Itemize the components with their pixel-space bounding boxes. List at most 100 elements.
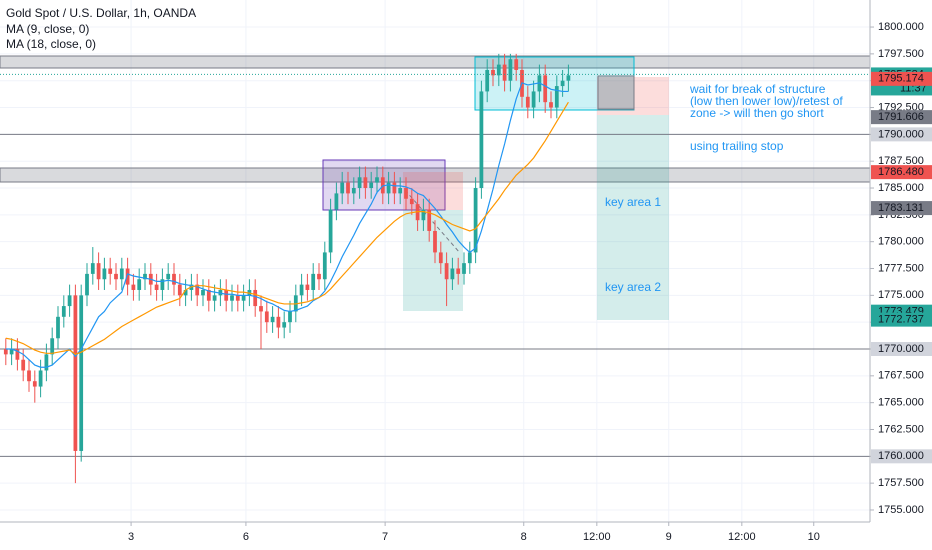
candle-body <box>485 69 490 92</box>
candle-body <box>404 188 408 199</box>
candle-body <box>334 193 339 210</box>
annotation: wait for break of structure <box>689 82 826 96</box>
candle-body <box>322 252 327 280</box>
target-zone <box>403 210 463 311</box>
candle-body <box>125 268 130 285</box>
candle-body <box>38 370 43 387</box>
candle-body <box>61 306 66 317</box>
price-tag-label: 1790.000 <box>878 128 924 140</box>
y-tick-label: 1755.000 <box>878 504 924 516</box>
x-tick-label: 8 <box>521 531 527 543</box>
candle-body <box>235 295 240 301</box>
price-tag <box>871 71 932 86</box>
price-tag-label: 1791.606 <box>878 111 924 123</box>
candle-body <box>143 273 147 280</box>
annotation: (low then lower low)/retest of <box>690 94 843 108</box>
price-tag <box>871 312 932 327</box>
price-tag <box>871 449 932 464</box>
candle-body <box>212 295 217 301</box>
candle-body <box>195 284 200 296</box>
candle-body <box>375 177 379 183</box>
price-tag <box>871 127 932 142</box>
candle-body <box>462 263 466 274</box>
y-tick-label: 1780.000 <box>878 236 924 248</box>
candle-body <box>32 381 37 387</box>
y-tick-label: 1775.000 <box>878 289 924 301</box>
candle-body <box>177 284 182 296</box>
price-tag <box>871 110 932 125</box>
candle-body <box>392 182 397 194</box>
candle-body <box>9 349 14 355</box>
legend-entry: MA (18, close, 0) <box>6 37 96 51</box>
x-tick-label: 3 <box>128 531 134 543</box>
annotation: key area 1 <box>605 195 661 209</box>
price-tag-label: 1783.131 <box>878 202 924 214</box>
y-tick-label: 1787.500 <box>878 155 924 167</box>
y-tick-label: 1797.500 <box>878 48 924 60</box>
candle-body <box>467 252 472 264</box>
candle-body <box>549 102 553 108</box>
candle-body <box>224 289 229 301</box>
price-tag <box>871 201 932 216</box>
candle-body <box>427 209 432 231</box>
candle-body <box>328 209 333 253</box>
candle-body <box>102 268 107 280</box>
candle-body <box>351 188 356 194</box>
candle-body <box>560 80 565 87</box>
annotation: using trailing stop <box>690 139 784 153</box>
candle-body <box>554 86 559 108</box>
candle-body <box>433 230 437 253</box>
candle-body <box>3 349 8 355</box>
candle-body <box>508 59 513 81</box>
target-zone <box>597 115 669 320</box>
candle-body <box>340 182 345 194</box>
candle-body <box>409 198 414 205</box>
candle-body <box>154 284 159 290</box>
candle-body <box>525 96 530 108</box>
candle-body <box>27 370 31 382</box>
candle-body <box>288 311 292 323</box>
candle-body <box>166 273 171 280</box>
candle-body <box>473 188 478 253</box>
candle-body <box>172 273 176 285</box>
y-tick-label: 1762.500 <box>878 423 924 435</box>
candle-body <box>444 263 449 280</box>
candle-body <box>85 273 89 296</box>
candle-body <box>230 295 234 301</box>
price-tag-label: 1770.000 <box>878 343 924 355</box>
y-tick-label: 1765.000 <box>878 397 924 409</box>
candle-body <box>386 182 391 194</box>
candle-body <box>79 295 84 451</box>
candle-body <box>131 284 136 290</box>
candle-body <box>15 349 20 360</box>
annotation: key area 2 <box>605 280 661 294</box>
candle-body <box>305 284 310 290</box>
candle-body <box>67 295 72 307</box>
candle-body <box>21 359 26 371</box>
x-tick-label: 12:00 <box>583 531 611 543</box>
chart-title: Gold Spot / U.S. Dollar, 1h, OANDA <box>6 6 196 20</box>
candle-body <box>369 182 374 189</box>
x-tick-label: 7 <box>382 531 388 543</box>
ma-line <box>5 101 569 356</box>
plot <box>0 53 870 484</box>
candle-body <box>450 268 455 280</box>
candle-body <box>421 209 426 221</box>
candle-body <box>496 64 501 76</box>
time-axis <box>0 522 870 550</box>
y-tick-label: 1777.500 <box>878 262 924 274</box>
candle-body <box>270 316 275 323</box>
candle-body <box>491 69 495 76</box>
candle-body <box>259 306 263 312</box>
levels <box>0 133 870 457</box>
y-tick-label: 1785.000 <box>878 182 924 194</box>
candle-body <box>543 75 548 103</box>
candle-body <box>253 289 258 307</box>
price-tag-label: 1772.737 <box>878 314 924 326</box>
y-tick-label: 1757.500 <box>878 477 924 489</box>
candle-body <box>346 182 350 194</box>
candle-body <box>514 59 519 70</box>
price-tag-label: 1795.174 <box>878 73 924 85</box>
candle-body <box>56 316 60 339</box>
